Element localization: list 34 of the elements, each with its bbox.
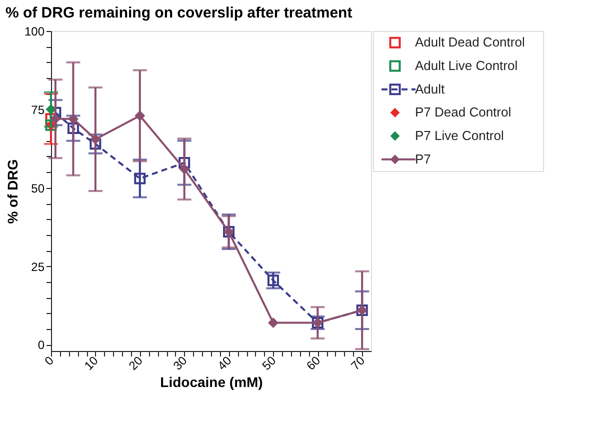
x-tick-label: 10 — [82, 353, 102, 373]
x-tick-label: 0 — [42, 353, 57, 368]
y-tick-label: 25 — [31, 260, 45, 274]
point — [90, 134, 101, 144]
point — [267, 274, 279, 286]
point — [67, 122, 79, 134]
y-tick-label: 100 — [24, 24, 45, 38]
chart-title: % of DRG remaining on coverslip after treatment — [5, 4, 352, 22]
legend-label: P7 Dead Control — [415, 104, 512, 120]
point — [134, 172, 146, 184]
y-axis-title: % of DRG — [4, 159, 20, 224]
y-tick-label: 0 — [38, 338, 45, 352]
x-tick-label: 30 — [170, 353, 190, 373]
x-tick-label: 20 — [126, 353, 146, 373]
legend-label: Adult Dead Control — [415, 34, 525, 50]
x-tick-label: 60 — [304, 353, 324, 373]
point — [45, 113, 57, 125]
legend-label: P7 Live Control — [415, 128, 504, 143]
point — [90, 138, 102, 150]
x-tick-label: 50 — [259, 353, 279, 373]
x-axis-title: Lidocaine (mM) — [160, 374, 263, 390]
point — [50, 114, 61, 124]
point — [134, 110, 146, 121]
y-tick-label: 50 — [31, 181, 45, 196]
y-tick-label: 75 — [31, 102, 45, 117]
point — [178, 157, 190, 169]
x-tick-label: 70 — [348, 353, 368, 373]
legend-label: Adult — [415, 81, 446, 96]
point — [68, 114, 78, 124]
x-tick-label: 40 — [214, 353, 234, 373]
legend-label: Adult Live Control — [415, 58, 518, 73]
point — [179, 164, 190, 174]
legend-label: P7 — [415, 151, 431, 166]
point — [268, 318, 278, 328]
